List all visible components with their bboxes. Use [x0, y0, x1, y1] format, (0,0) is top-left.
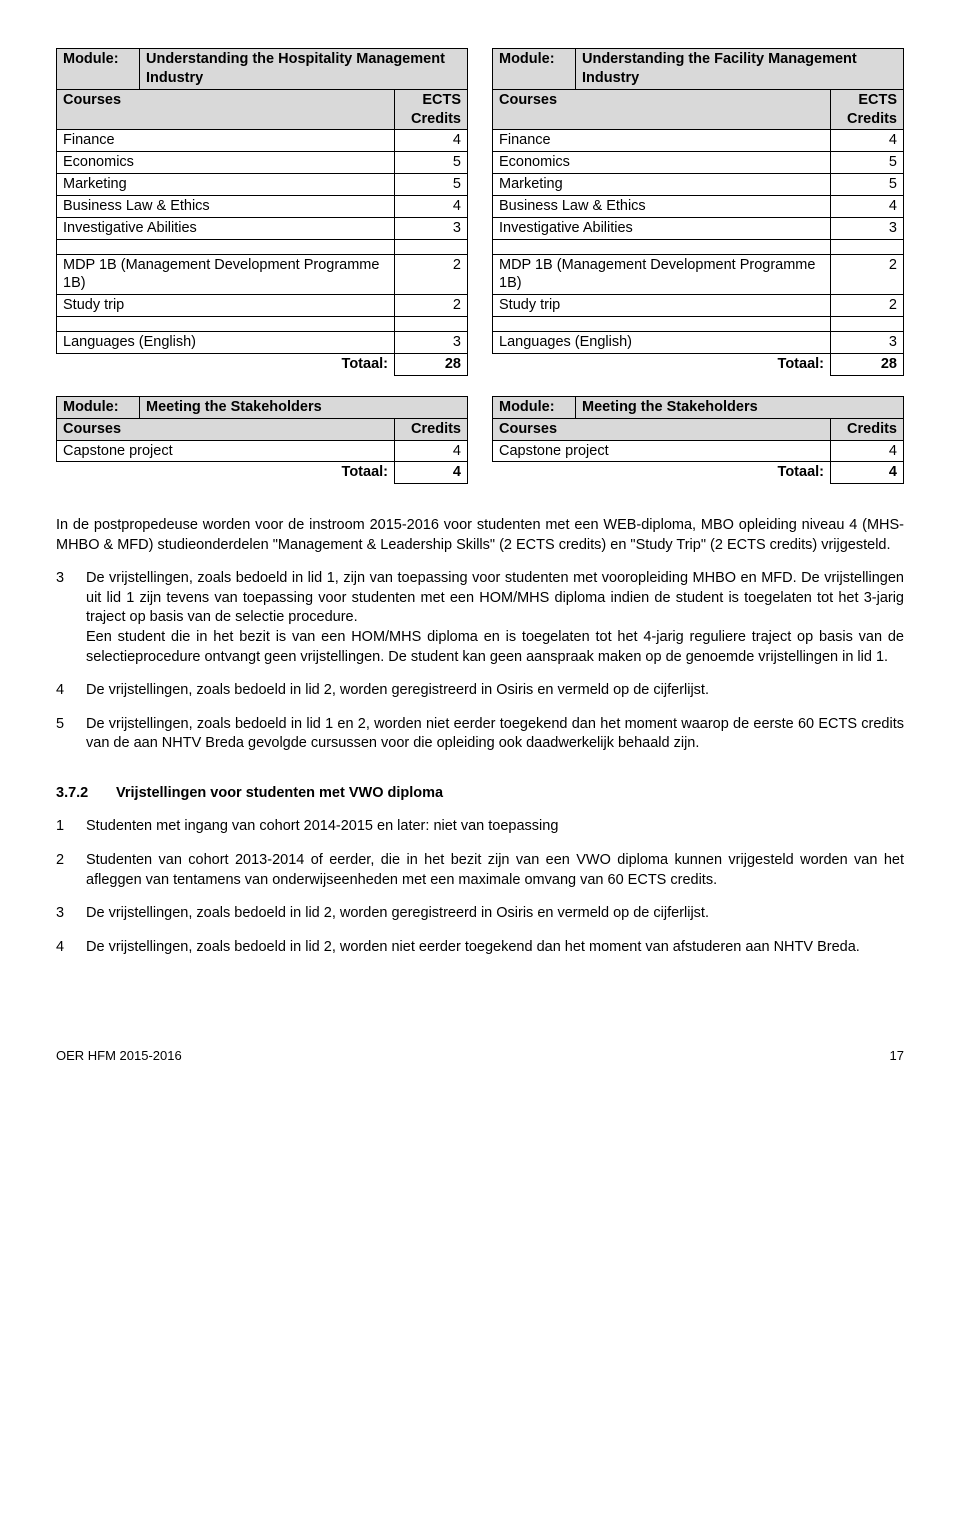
table-row: MDP 1B (Management Development Programme… [57, 254, 468, 295]
item-text: De vrijstellingen, zoals bedoeld in lid … [86, 715, 904, 754]
total-label: Totaal: [57, 353, 395, 375]
table-facility: Module: Understanding the Facility Manag… [492, 48, 904, 376]
intro-paragraph: In de postpropedeuse worden voor de inst… [56, 516, 904, 555]
item-text: De vrijstellingen, zoals bedoeld in lid … [86, 569, 904, 667]
table-row: Study trip2 [493, 295, 904, 317]
section-title: Vrijstellingen voor studenten met VWO di… [116, 784, 443, 804]
item-number: 4 [56, 681, 86, 701]
table-row: Languages (English)3 [493, 332, 904, 354]
section-heading: 3.7.2 Vrijstellingen voor studenten met … [56, 784, 904, 804]
numbered-item: 3De vrijstellingen, zoals bedoeld in lid… [56, 904, 904, 924]
table-row: MDP 1B (Management Development Programme… [493, 254, 904, 295]
courses-header: Courses [57, 89, 395, 130]
table-row: Capstone project4 [493, 440, 904, 462]
numbered-item: 4De vrijstellingen, zoals bedoeld in lid… [56, 938, 904, 958]
credits-header: Credits [395, 418, 468, 440]
courses-header: Courses [493, 89, 831, 130]
item-text: Studenten met ingang van cohort 2014-201… [86, 817, 904, 837]
total-value: 4 [395, 462, 468, 484]
module-title: Meeting the Stakeholders [576, 396, 904, 418]
footer-left: OER HFM 2015-2016 [56, 1047, 182, 1065]
item-number: 3 [56, 904, 86, 924]
item-text: De vrijstellingen, zoals bedoeld in lid … [86, 904, 904, 924]
page-footer: OER HFM 2015-2016 17 [56, 1047, 904, 1065]
item-text: Studenten van cohort 2013-2014 of eerder… [86, 851, 904, 890]
module-label: Module: [57, 49, 140, 90]
table-row: Study trip2 [57, 295, 468, 317]
module-label: Module: [57, 396, 140, 418]
table-row: Languages (English)3 [57, 332, 468, 354]
table-row: Business Law & Ethics4 [493, 195, 904, 217]
footer-page-number: 17 [890, 1047, 904, 1065]
item-text: De vrijstellingen, zoals bedoeld in lid … [86, 938, 904, 958]
table-row: Marketing5 [493, 174, 904, 196]
module-title: Understanding the Facility Management In… [576, 49, 904, 90]
table-row: Investigative Abilities3 [493, 217, 904, 239]
table-row: Finance4 [493, 130, 904, 152]
total-label: Totaal: [493, 462, 831, 484]
item-text: De vrijstellingen, zoals bedoeld in lid … [86, 681, 904, 701]
section-number: 3.7.2 [56, 784, 116, 804]
table-row: Economics5 [493, 152, 904, 174]
numbered-item: 2Studenten van cohort 2013-2014 of eerde… [56, 851, 904, 890]
courses-header: Courses [493, 418, 831, 440]
credits-header: ECTS Credits [831, 89, 904, 130]
total-value: 28 [395, 353, 468, 375]
credits-header: ECTS Credits [395, 89, 468, 130]
item-number: 2 [56, 851, 86, 890]
table-row: Finance4 [57, 130, 468, 152]
table-row: Marketing5 [57, 174, 468, 196]
item-number: 4 [56, 938, 86, 958]
table-stakeholders-right: Module: Meeting the Stakeholders Courses… [492, 396, 904, 484]
module-label: Module: [493, 396, 576, 418]
courses-header: Courses [57, 418, 395, 440]
table-row: Economics5 [57, 152, 468, 174]
numbered-item: 5De vrijstellingen, zoals bedoeld in lid… [56, 715, 904, 754]
total-value: 28 [831, 353, 904, 375]
table-row: Business Law & Ethics4 [57, 195, 468, 217]
module-label: Module: [493, 49, 576, 90]
table-row: Capstone project4 [57, 440, 468, 462]
numbered-item: 4De vrijstellingen, zoals bedoeld in lid… [56, 681, 904, 701]
total-label: Totaal: [57, 462, 395, 484]
table-stakeholders-left: Module: Meeting the Stakeholders Courses… [56, 396, 468, 484]
item-number: 3 [56, 569, 86, 667]
total-value: 4 [831, 462, 904, 484]
item-number: 1 [56, 817, 86, 837]
item-number: 5 [56, 715, 86, 754]
module-title: Understanding the Hospitality Management… [140, 49, 468, 90]
total-label: Totaal: [493, 353, 831, 375]
numbered-item: 3De vrijstellingen, zoals bedoeld in lid… [56, 569, 904, 667]
table-row: Investigative Abilities3 [57, 217, 468, 239]
credits-header: Credits [831, 418, 904, 440]
module-title: Meeting the Stakeholders [140, 396, 468, 418]
table-hospitality: Module: Understanding the Hospitality Ma… [56, 48, 468, 376]
numbered-item: 1Studenten met ingang van cohort 2014-20… [56, 817, 904, 837]
